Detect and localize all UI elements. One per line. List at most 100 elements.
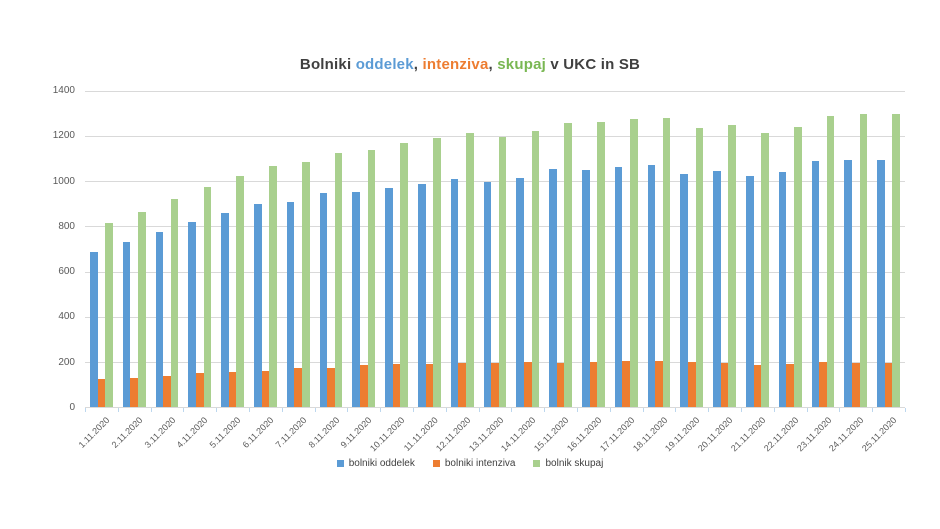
x-tick-label-18.11.2020: 18.11.2020: [630, 415, 670, 454]
bar-skupaj-19.11.2020: [695, 127, 704, 408]
x-tick-label-14.11.2020: 14.11.2020: [499, 415, 538, 454]
bar-oddelek-1.11.2020: [90, 251, 98, 408]
bar-group-19.11.2020: [675, 91, 708, 408]
x-tick-label-4.11.2020: 4.11.2020: [174, 415, 210, 450]
x-tick-label-15.11.2020: 15.11.2020: [532, 415, 571, 454]
gridline-1000: [85, 181, 905, 183]
bar-intenziva-19.11.2020: [687, 361, 696, 408]
x-tick-label-23.11.2020: 23.11.2020: [794, 415, 834, 454]
bar-intenziva-3.11.2020: [163, 375, 171, 408]
bar-skupaj-25.11.2020: [892, 113, 900, 408]
bar-skupaj-20.11.2020: [728, 124, 736, 408]
bar-intenziva-7.11.2020: [294, 368, 302, 408]
x-axis-tick: [675, 408, 677, 412]
bar-intenziva-22.11.2020: [786, 363, 794, 408]
bar-group-13.11.2020: [479, 91, 512, 408]
title-segment-intenziva: intenziva: [422, 56, 489, 73]
x-axis-line: [85, 407, 905, 408]
x-axis-tick: [905, 408, 906, 412]
bar-skupaj-14.11.2020: [531, 130, 540, 408]
bar-oddelek-21.11.2020: [746, 175, 754, 408]
y-tick-label-1400: 1400: [52, 85, 75, 96]
bar-group-12.11.2020: [446, 91, 479, 408]
bar-oddelek-15.11.2020: [549, 168, 557, 408]
bar-intenziva-1.11.2020: [97, 379, 106, 408]
x-axis-tick: [183, 408, 185, 412]
gridline-400: [85, 316, 905, 318]
title-segment-skupaj: skupaj: [497, 56, 546, 73]
bar-intenziva-17.11.2020: [622, 361, 630, 408]
bar-oddelek-22.11.2020: [778, 171, 787, 408]
gridline-200: [85, 362, 905, 364]
x-axis-tick: [839, 408, 841, 412]
title-segment-bolniki: Bolniki: [299, 56, 356, 73]
bar-group-25.11.2020: [872, 91, 905, 408]
x-tick-label-25.11.2020: 25.11.2020: [860, 415, 899, 454]
x-axis-tick: [445, 408, 447, 412]
bar-skupaj-4.11.2020: [203, 186, 212, 408]
bar-intenziva-25.11.2020: [884, 362, 893, 408]
bar-intenziva-23.11.2020: [819, 362, 827, 408]
bar-intenziva-20.11.2020: [720, 363, 729, 408]
x-axis-tick: [872, 408, 874, 412]
bar-oddelek-7.11.2020: [286, 202, 295, 408]
x-tick-label-7.11.2020: 7.11.2020: [273, 415, 309, 450]
gridline-800: [85, 226, 905, 228]
bar-skupaj-3.11.2020: [170, 198, 179, 408]
bar-group-10.11.2020: [380, 91, 413, 408]
bar-skupaj-18.11.2020: [662, 117, 671, 408]
x-tick-label-16.11.2020: 16.11.2020: [565, 415, 604, 454]
bar-skupaj-11.11.2020: [433, 137, 441, 408]
bar-skupaj-15.11.2020: [564, 122, 572, 408]
bar-group-4.11.2020: [183, 91, 216, 408]
bar-skupaj-1.11.2020: [105, 223, 113, 408]
bar-skupaj-21.11.2020: [761, 133, 769, 408]
x-axis-tick: [511, 408, 513, 412]
x-axis-tick: [249, 408, 250, 412]
x-axis-tick: [347, 408, 349, 412]
bar-intenziva-5.11.2020: [228, 372, 237, 408]
x-axis-tick: [216, 408, 218, 412]
title-segment-comma1: ,: [413, 56, 423, 73]
bar-skupaj-9.11.2020: [367, 149, 376, 408]
legend-label-oddelek: bolniki oddelek: [348, 458, 415, 469]
x-tick-label-20.11.2020: 20.11.2020: [696, 415, 735, 454]
x-tick-label-1.11.2020: 1.11.2020: [76, 415, 112, 450]
bar-group-3.11.2020: [151, 91, 184, 408]
x-axis-tick: [577, 408, 578, 412]
bar-group-5.11.2020: [216, 91, 249, 408]
legend-marker-intenziva: [432, 460, 440, 467]
x-tick-label-19.11.2020: 19.11.2020: [663, 415, 702, 454]
x-axis-tick: [150, 408, 152, 412]
bar-skupaj-17.11.2020: [629, 119, 638, 408]
bar-oddelek-4.11.2020: [188, 222, 196, 408]
bar-skupaj-16.11.2020: [597, 122, 605, 408]
bar-intenziva-16.11.2020: [589, 361, 598, 408]
bar-group-15.11.2020: [544, 91, 577, 408]
legend: bolniki oddelek bolniki intenziva bolnik…: [0, 458, 940, 469]
bar-group-21.11.2020: [741, 91, 774, 408]
bar-group-1.11.2020: [85, 91, 118, 408]
bar-group-2.11.2020: [118, 91, 151, 408]
legend-label-intenziva: bolniki intenziva: [444, 458, 516, 469]
gridline-1200: [85, 135, 905, 137]
bar-oddelek-16.11.2020: [582, 169, 590, 408]
bar-intenziva-11.11.2020: [425, 363, 434, 408]
bar-oddelek-2.11.2020: [122, 241, 131, 408]
y-tick-label-200: 200: [58, 356, 75, 368]
x-axis-tick: [741, 408, 742, 412]
title-segment-oddelek: oddelek: [355, 56, 414, 73]
x-tick-label-21.11.2020: 21.11.2020: [729, 415, 768, 454]
bar-oddelek-18.11.2020: [647, 165, 656, 408]
x-axis-tick: [806, 408, 808, 412]
bar-skupaj-8.11.2020: [334, 152, 343, 408]
bar-skupaj-23.11.2020: [826, 115, 835, 408]
bar-oddelek-19.11.2020: [680, 173, 688, 408]
bar-group-17.11.2020: [610, 91, 643, 408]
x-tick-label-2.11.2020: 2.11.2020: [109, 415, 145, 450]
bar-intenziva-8.11.2020: [327, 367, 335, 408]
legend-label-skupaj: bolnik skupaj: [545, 458, 604, 469]
bar-oddelek-5.11.2020: [221, 213, 229, 408]
bar-group-8.11.2020: [315, 91, 348, 408]
